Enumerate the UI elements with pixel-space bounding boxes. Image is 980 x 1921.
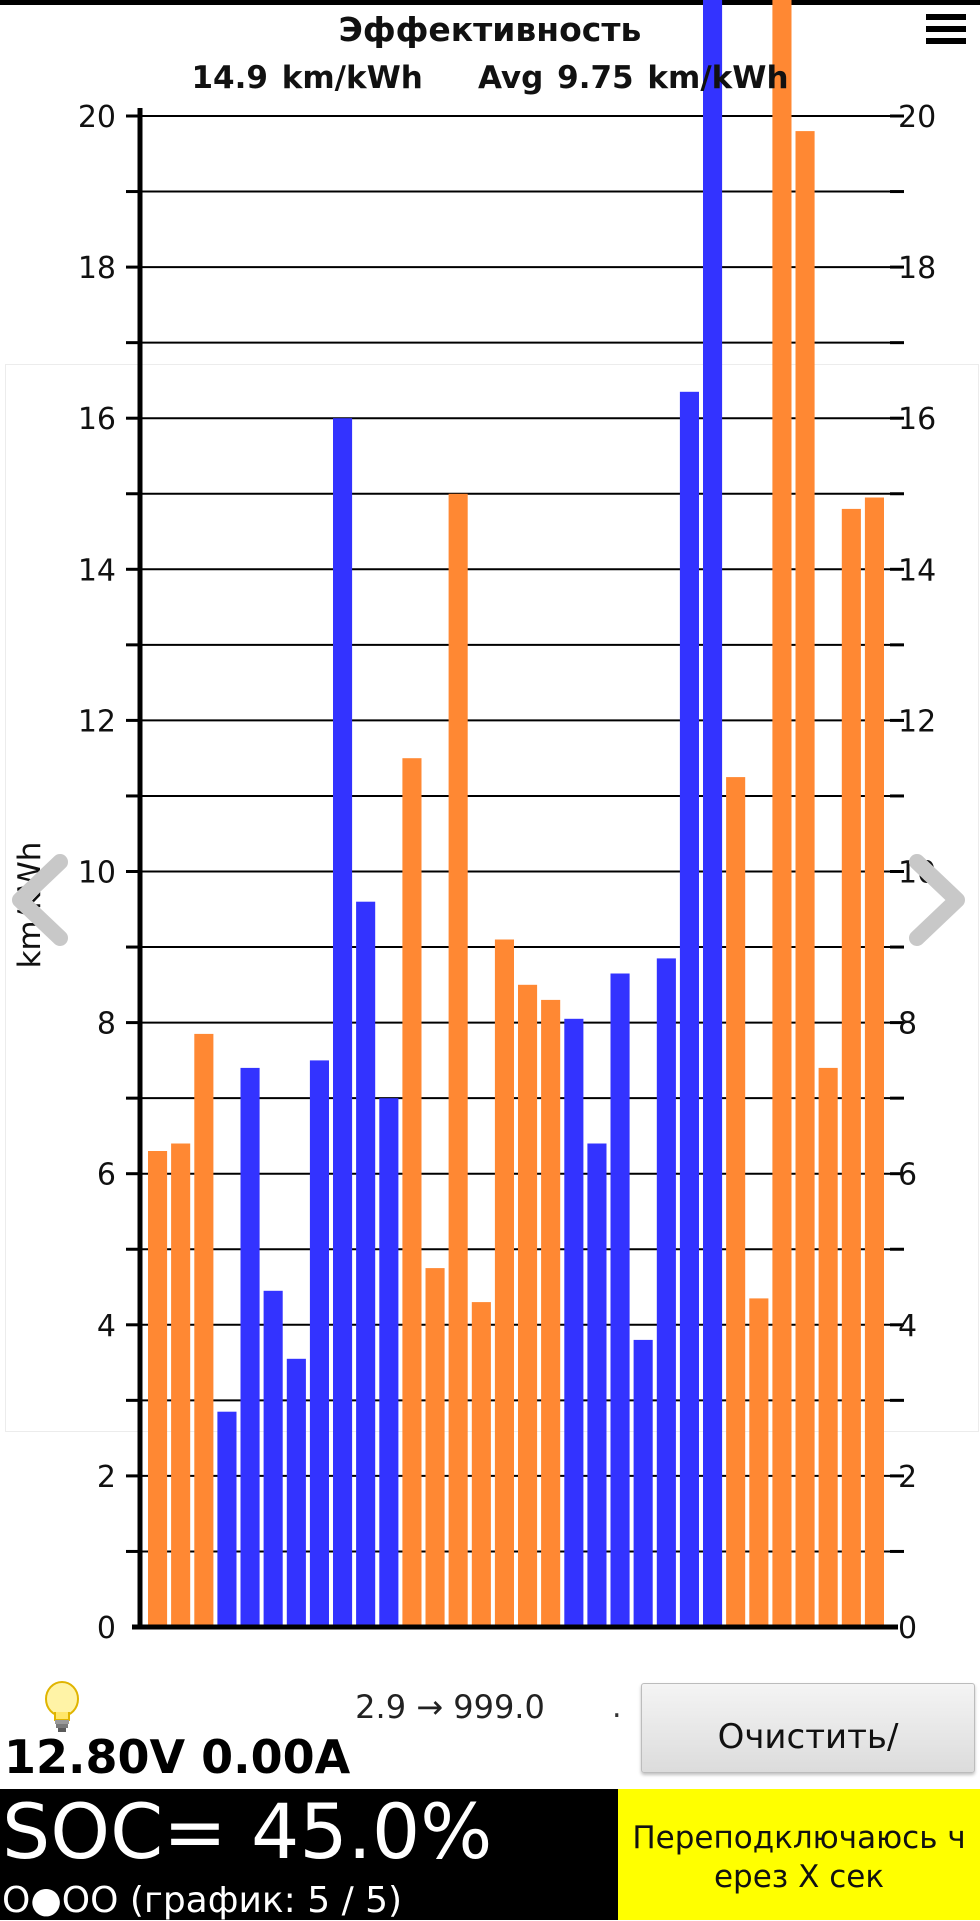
- hamburger-menu-icon[interactable]: [926, 14, 966, 44]
- chart-bar: [749, 1298, 769, 1627]
- y-tick-label: 20: [78, 100, 116, 135]
- chevron-left-icon[interactable]: [2, 850, 72, 950]
- chart-bar: [541, 999, 561, 1627]
- background-panel: [5, 364, 979, 1432]
- chart-bar: [656, 958, 676, 1627]
- dot-separator: .: [612, 1690, 622, 1725]
- y2-tick-label: 8: [898, 1007, 917, 1042]
- soc-panel: [0, 1789, 618, 1920]
- chart-bar: [333, 418, 353, 1628]
- chart-bar: [148, 1151, 168, 1627]
- soc-readout: SOC= 45.0%: [2, 1787, 493, 1876]
- reconnect-status: Переподключаюсь через X сек: [632, 1820, 966, 1895]
- top-bar: [0, 0, 980, 5]
- chart-bar: [286, 1358, 306, 1627]
- y-tick-label: 2: [97, 1460, 116, 1495]
- chart-bar: [194, 1033, 214, 1627]
- chart-bar: [448, 493, 468, 1628]
- average-efficiency: Avg 9.75 km/kWh: [478, 60, 789, 96]
- chart-bar: [564, 1018, 584, 1627]
- chart-bar: [772, 0, 792, 1627]
- chart-bar: [356, 901, 376, 1627]
- y-tick-label: 16: [78, 402, 116, 437]
- y2-tick-label: 6: [898, 1158, 917, 1193]
- chart-bar: [587, 1143, 607, 1627]
- y-tick-label: 10: [78, 856, 116, 891]
- y-tick-label: 6: [97, 1158, 116, 1193]
- y-tick-label: 4: [97, 1309, 116, 1344]
- graph-page-indicator[interactable]: O●OO (график: 5 / 5): [2, 1880, 403, 1921]
- y2-tick-label: 18: [898, 251, 936, 286]
- y2-tick-label: 2: [898, 1460, 917, 1495]
- y-tick-label: 0: [97, 1611, 116, 1646]
- chart-bar: [518, 984, 538, 1627]
- chart-bar: [703, 0, 723, 1627]
- chart-bar: [171, 1143, 191, 1627]
- clear-button[interactable]: Очистить/: [641, 1683, 975, 1773]
- chart-bar: [240, 1067, 260, 1627]
- chart-bar: [471, 1302, 491, 1627]
- chart-bar: [610, 973, 630, 1627]
- chart-bar: [379, 1098, 399, 1627]
- y-tick-label: 18: [78, 251, 116, 286]
- chart-bar: [402, 758, 422, 1627]
- chart-bar: [217, 1411, 237, 1627]
- y-tick-label: 8: [97, 1007, 116, 1042]
- current-efficiency: 14.9 km/kWh: [191, 60, 423, 96]
- chart-bar: [795, 131, 815, 1628]
- y-tick-label: 14: [78, 553, 116, 588]
- chart-subtitle: 14.9 km/kWh Avg 9.75 km/kWh: [0, 60, 980, 96]
- chart-bar: [425, 1268, 445, 1627]
- chart-bar: [263, 1290, 283, 1627]
- y2-tick-label: 14: [898, 553, 936, 588]
- chart-bar: [633, 1339, 653, 1627]
- y-tick-label: 12: [78, 704, 116, 739]
- light-bulb-icon[interactable]: [42, 1680, 82, 1736]
- chart-bar: [309, 1060, 329, 1627]
- y2-tick-label: 0: [898, 1611, 917, 1646]
- reconnect-panel[interactable]: Переподключаюсь через X сек: [618, 1789, 980, 1920]
- clear-button-label: Очистить/: [717, 1717, 899, 1757]
- chart-bar: [726, 777, 746, 1627]
- y2-tick-label: 16: [898, 402, 936, 437]
- chart-title: Эффективность: [338, 10, 642, 49]
- chart-bar: [679, 391, 699, 1627]
- chevron-right-icon[interactable]: [905, 850, 975, 950]
- chart-bar: [494, 939, 514, 1627]
- y2-tick-label: 20: [898, 100, 936, 135]
- y2-tick-label: 4: [898, 1309, 917, 1344]
- range-display: 2.9 → 999.0: [355, 1688, 545, 1726]
- voltage-current-readout: 12.80V 0.00A: [4, 1730, 351, 1784]
- chart-bar: [864, 497, 884, 1627]
- chart-bar: [841, 508, 861, 1627]
- chart-bar: [818, 1067, 838, 1627]
- y2-tick-label: 12: [898, 704, 936, 739]
